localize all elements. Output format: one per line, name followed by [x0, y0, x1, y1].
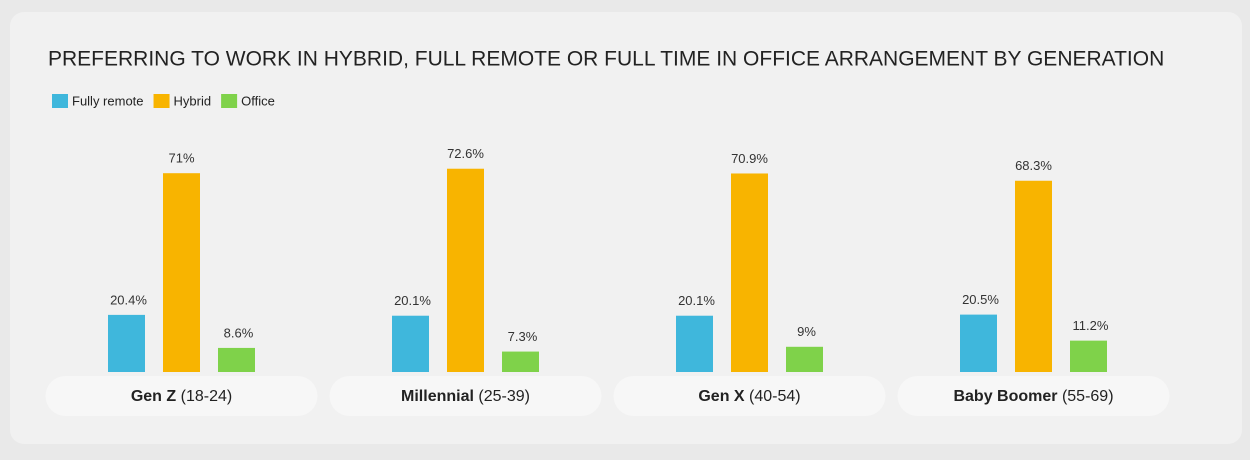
- bar: [1015, 180, 1052, 372]
- category-range: (18-24): [181, 388, 233, 405]
- bar: [676, 315, 713, 372]
- bar: [960, 314, 997, 372]
- legend-label: Fully remote: [72, 93, 144, 108]
- bar: [447, 168, 484, 372]
- category-name: Gen X: [698, 388, 745, 405]
- category-pill: [613, 376, 886, 416]
- category-range: (40-54): [749, 388, 801, 405]
- category-range: (55-69): [1062, 388, 1114, 405]
- bar: [392, 315, 429, 372]
- legend-label: Office: [241, 93, 275, 108]
- bar: [786, 346, 823, 372]
- data-label: 72.6%: [447, 146, 484, 161]
- bar: [731, 173, 768, 372]
- data-label: 8.6%: [224, 325, 254, 340]
- x-tick-label: Gen Z (18-24): [131, 388, 232, 405]
- legend-swatch: [153, 94, 170, 108]
- category-range: (25-39): [478, 388, 530, 405]
- category-pill: [329, 376, 602, 416]
- category-pill: [45, 376, 318, 416]
- data-label: 20.5%: [962, 292, 999, 307]
- x-tick-label: Millennial (25-39): [401, 388, 530, 405]
- x-tick-label: Baby Boomer (55-69): [953, 388, 1113, 405]
- chart-title: PREFERRING TO WORK IN HYBRID, FULL REMOT…: [48, 48, 1164, 71]
- data-label: 20.4%: [110, 292, 147, 307]
- card: [10, 12, 1242, 444]
- category-name: Baby Boomer: [953, 388, 1057, 405]
- data-label: 7.3%: [508, 329, 538, 344]
- bar: [502, 351, 539, 372]
- data-label: 9%: [797, 324, 816, 339]
- bar: [218, 347, 255, 372]
- data-label: 71%: [168, 151, 194, 166]
- data-label: 68.3%: [1015, 158, 1052, 173]
- legend-label: Hybrid: [174, 93, 212, 108]
- bar: [1070, 340, 1107, 372]
- data-label: 70.9%: [731, 151, 768, 166]
- bar: [108, 314, 145, 372]
- data-label: 20.1%: [678, 293, 715, 308]
- bar: [163, 173, 200, 372]
- data-label: 20.1%: [394, 293, 431, 308]
- category-pill: [897, 376, 1170, 416]
- x-tick-label: Gen X (40-54): [698, 388, 800, 405]
- legend-swatch: [52, 94, 68, 108]
- legend-swatch: [221, 94, 238, 108]
- category-name: Gen Z: [131, 388, 177, 405]
- data-label: 11.2%: [1073, 318, 1109, 333]
- category-name: Millennial: [401, 388, 474, 405]
